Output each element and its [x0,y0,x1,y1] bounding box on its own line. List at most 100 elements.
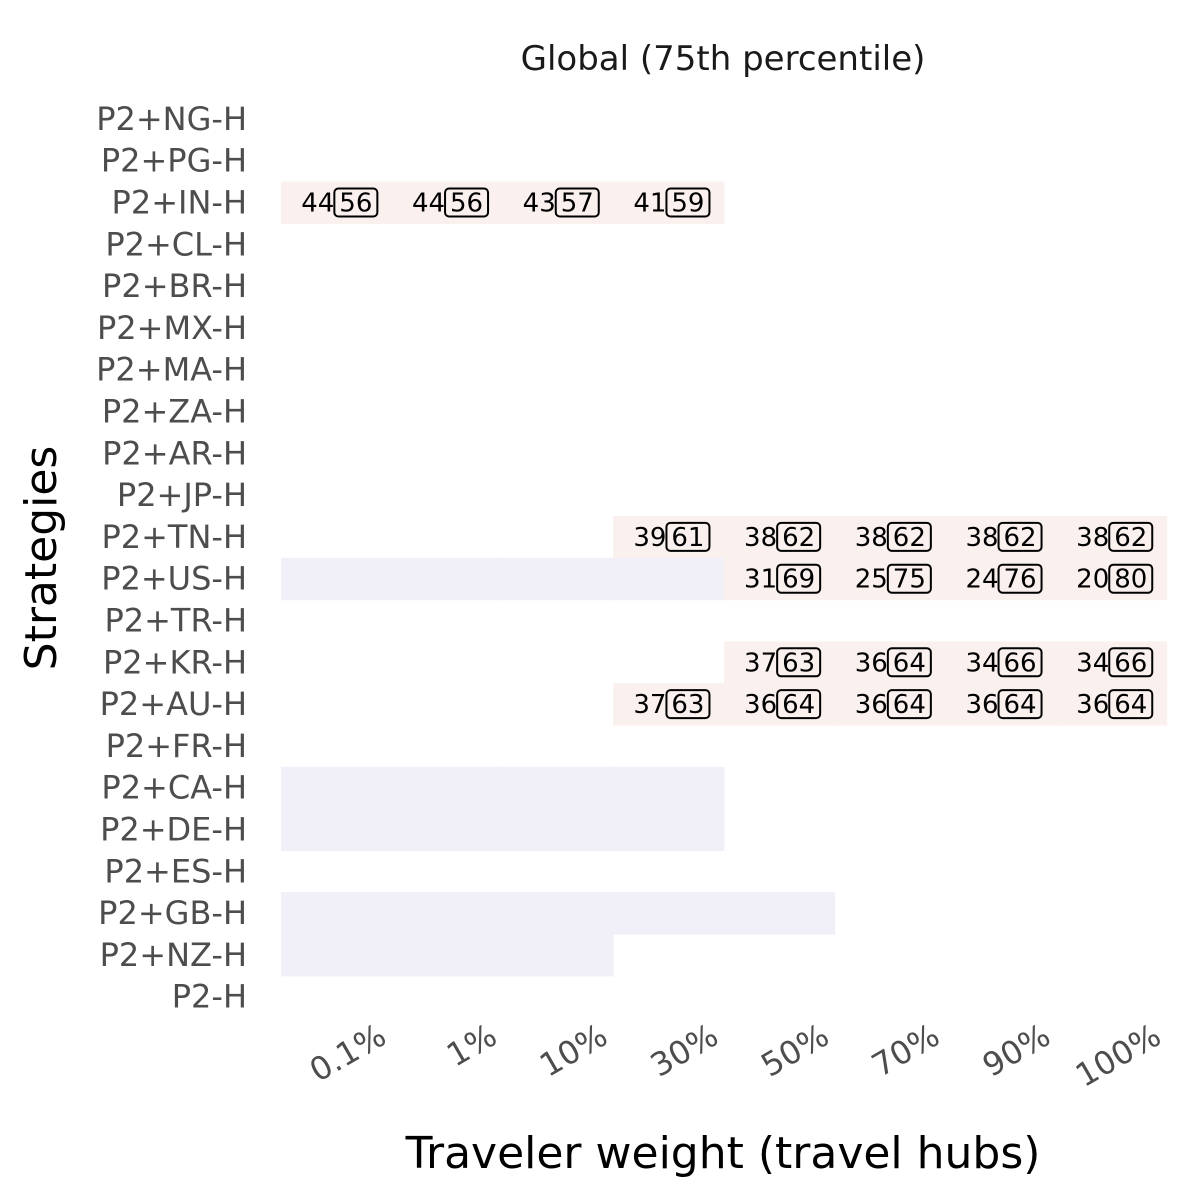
cell-value-box [776,563,822,594]
heatmap-cell [281,934,393,977]
y-axis-label: Strategies [16,446,67,671]
x-tick-label: 70% [865,1016,946,1084]
cell-value-left: 41 [633,189,666,219]
x-tick-label: 50% [755,1016,836,1084]
cell-value-box [554,187,600,218]
heatmap-cell [502,766,614,810]
cell-value-left: 44 [301,189,334,219]
chart-title: Global (75th percentile) [521,39,926,79]
cell-value-right: 80 [1114,565,1147,595]
cell-value-right: 59 [671,189,704,219]
y-tick-label: P2+US-H [101,560,247,598]
x-tick-label: 10% [533,1016,614,1084]
heatmap-cell [502,557,614,601]
heatmap-cell [391,766,503,810]
cell-value-box [665,521,711,552]
y-tick-label: P2-H [172,978,247,1016]
cell-value-left: 38 [1076,523,1109,553]
cell-value-right: 63 [671,690,704,720]
cell-value-left: 34 [1076,648,1109,678]
cell-value-right: 56 [339,189,372,219]
cell-value-left: 37 [633,690,666,720]
cell-value-left: 38 [855,523,888,553]
y-tick-label: P2+IN-H [112,184,247,222]
cell-value-right: 62 [893,523,926,553]
cell-value-left: 34 [965,648,998,678]
heatmap-cell [281,557,393,601]
heatmap-cell [613,557,725,601]
cell-value-right: 64 [893,690,926,720]
cell-value-right: 64 [1004,690,1037,720]
y-tick-label: P2+FR-H [106,727,247,765]
cell-value-box [665,187,711,218]
cell-value-box [997,647,1043,678]
heatmap-cell [391,934,503,977]
cell-value-left: 37 [744,648,777,678]
cell-value-left: 24 [965,565,998,595]
heatmap-cell [613,808,725,851]
y-tick-label: P2+KR-H [103,643,247,681]
cell-value-right: 76 [1004,565,1037,595]
cell-value-right: 64 [1114,690,1147,720]
cell-value-left: 36 [744,690,777,720]
heatmap-cell [391,808,503,851]
heatmap-cell [281,766,393,810]
cell-value-box [776,521,822,552]
y-tick-label: P2+MA-H [96,351,247,389]
cell-value-left: 39 [633,523,666,553]
y-tick-label: P2+ZA-H [102,393,247,431]
y-tick-label: P2+MX-H [97,309,247,347]
cell-value-box [886,689,932,720]
y-tick-label: P2+ES-H [104,852,247,890]
cell-value-right: 66 [1004,648,1037,678]
cell-value-right: 64 [893,648,926,678]
y-tick-label: P2+TN-H [101,518,247,556]
x-axis-label: Traveler weight (travel hubs) [405,1128,1041,1179]
cell-value-right: 62 [1114,523,1147,553]
heatmap-cell [613,766,725,810]
heatmap-cell [502,808,614,851]
cell-value-box [997,563,1043,594]
cell-value-left: 36 [855,690,888,720]
y-tick-label: P2+GB-H [98,894,247,932]
cell-value-right: 56 [450,189,483,219]
cell-value-box [776,689,822,720]
heatmap-cell [391,892,503,935]
cell-value-right: 63 [782,648,815,678]
cell-value-box [886,521,932,552]
cell-value-box [1108,563,1154,594]
y-tick-label: P2+BR-H [102,267,247,305]
x-tick-label: 1% [440,1016,503,1074]
cell-value-right: 62 [782,523,815,553]
cell-value-right: 61 [671,523,704,553]
x-tick-label: 30% [644,1016,725,1084]
cell-value-left: 31 [744,565,777,595]
cell-value-left: 38 [744,523,777,553]
cell-value-right: 66 [1114,648,1147,678]
cell-value-box [1108,521,1154,552]
y-tick-label: P2+JP-H [117,476,247,514]
cell-value-right: 75 [893,565,926,595]
cell-value-box [333,187,379,218]
y-tick-label: P2+CA-H [101,769,247,807]
cell-value-box [1108,647,1154,678]
y-tick-label: P2+AU-H [100,685,247,723]
cell-value-right: 57 [561,189,594,219]
cell-value-right: 69 [782,565,815,595]
y-tick-label: P2+NG-H [96,100,247,138]
x-tick-labels: 0.1% 1% 10% 30% 50% 70% 90% 100% [303,1016,1167,1095]
cell-value-left: 44 [412,189,445,219]
y-tick-label: P2+NZ-H [100,936,247,974]
heatmap-cell [502,934,614,977]
cell-value-box [444,187,490,218]
cell-value-box [886,647,932,678]
y-tick-label: P2+AR-H [102,434,247,472]
cell-value-left: 36 [855,648,888,678]
cell-value-box [665,689,711,720]
heatmap-cell [281,892,393,935]
y-tick-label: P2+TR-H [104,602,247,640]
cell-value-left: 36 [1076,690,1109,720]
y-tick-label: P2+DE-H [100,811,247,849]
